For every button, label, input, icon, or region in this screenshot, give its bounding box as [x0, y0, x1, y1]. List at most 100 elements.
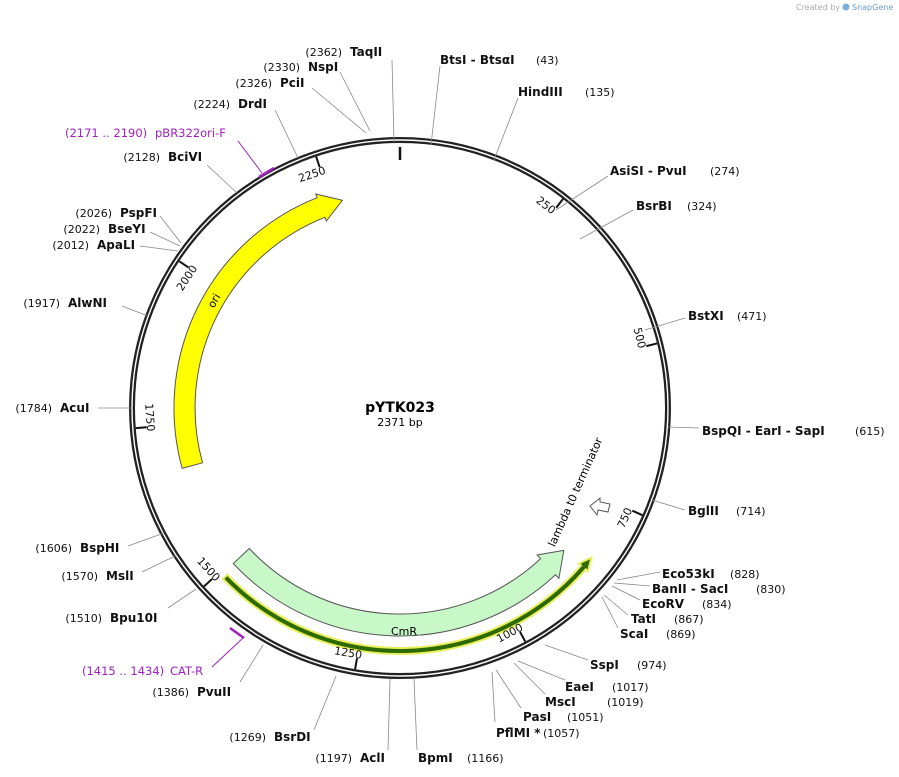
site-position: (274)	[710, 165, 740, 178]
site-leader	[413, 678, 418, 751]
site-leader	[603, 594, 629, 616]
site-name: EaeI	[565, 680, 594, 694]
ruler-label-group: 2250	[297, 164, 328, 185]
site-leader	[149, 231, 181, 247]
site-name: PciI	[280, 76, 305, 90]
primer-name: CAT-R	[170, 664, 203, 678]
site-name: BpmI	[418, 751, 453, 765]
feature-cmr	[232, 547, 565, 637]
site-name: NspI	[308, 60, 338, 74]
ruler-tick	[354, 658, 358, 670]
site-position: (1510)	[65, 612, 102, 625]
feature-label-group: lambda t0 terminator	[546, 435, 606, 549]
ruler-label: 1500	[194, 555, 222, 584]
ruler-label-group: 1250	[333, 644, 363, 662]
site-name: ScaI	[620, 627, 648, 641]
ruler-label: 2250	[297, 164, 328, 185]
ruler-label-group: 250	[533, 194, 558, 217]
site-name: AcuI	[60, 401, 89, 415]
site-position: (830)	[756, 583, 786, 596]
site-position: (834)	[702, 598, 732, 611]
primer-leader	[237, 140, 263, 174]
site-name: BseYI	[108, 222, 146, 236]
feature-terminator	[589, 496, 611, 517]
site-name: SspI	[590, 658, 619, 672]
ruler-tick	[555, 198, 564, 209]
primer-position: (1415 .. 1434)	[82, 664, 164, 678]
site-name: AlwNI	[68, 296, 107, 310]
site-leader	[339, 71, 371, 132]
site-name: TatI	[631, 612, 656, 626]
site-leader	[430, 65, 441, 146]
site-leader	[651, 499, 686, 511]
site-leader	[667, 426, 700, 429]
site-name: MscI	[545, 695, 576, 709]
site-name: BspHI	[80, 541, 119, 555]
site-name: AclI	[360, 751, 385, 765]
ruler-label: 250	[533, 194, 558, 217]
ruler-tick	[519, 631, 527, 643]
site-position: (1019)	[607, 696, 644, 709]
site-leader	[167, 588, 197, 609]
site-position: (2224)	[193, 98, 230, 111]
site-position: (2128)	[123, 151, 160, 164]
ruler-label: 1750	[142, 403, 157, 432]
brand-text: SnapGene	[852, 3, 893, 12]
site-leader	[274, 109, 299, 159]
ruler-tick	[646, 342, 658, 348]
site-position: (1051)	[567, 711, 604, 724]
feature-label-group: ori	[205, 291, 223, 310]
site-leader	[613, 582, 651, 587]
site-position: (1269)	[229, 731, 266, 744]
site-name: BciVI	[168, 150, 202, 164]
site-leader	[493, 97, 519, 161]
site-name: AsiSI - PvuI	[610, 164, 687, 178]
site-leader	[206, 164, 238, 194]
site-leader	[387, 678, 391, 751]
ruler-label: 500	[631, 326, 649, 350]
ruler-tick	[178, 260, 189, 269]
site-name: HindIII	[518, 85, 563, 99]
site-name: PspFI	[120, 206, 157, 220]
site-position: (2026)	[75, 207, 112, 220]
site-position: (615)	[855, 425, 885, 438]
site-position: (2362)	[305, 46, 342, 59]
site-position: (2330)	[263, 61, 300, 74]
feature-label: lambda t0 terminator	[546, 435, 606, 549]
site-position: (1197)	[315, 752, 352, 765]
site-leader	[611, 585, 641, 601]
primer-name: pBR322ori-F	[155, 126, 226, 140]
site-leader	[517, 660, 566, 681]
site-leader	[121, 305, 149, 317]
site-leader	[544, 644, 589, 661]
feature-ori	[173, 193, 344, 470]
site-leader	[616, 571, 661, 581]
site-name: BspQI - EarI - SapI	[702, 424, 825, 438]
site-name: DrdI	[238, 97, 267, 111]
site-position: (2022)	[63, 223, 100, 236]
site-name: BstXI	[688, 309, 724, 323]
site-position: (471)	[737, 310, 767, 323]
site-name: ApaLI	[97, 238, 135, 252]
site-name: PvuII	[197, 685, 231, 699]
site-leader	[579, 209, 634, 240]
feature-cmr-highlight	[221, 555, 594, 655]
site-name: BsrBI	[636, 199, 672, 213]
site-position: (324)	[687, 200, 717, 213]
ruler-label-group: 1750	[142, 403, 157, 432]
site-leader	[311, 87, 367, 134]
ruler-label: 2000	[174, 263, 200, 294]
primer-mark	[229, 626, 245, 640]
site-leader	[139, 245, 179, 252]
site-position: (869)	[666, 628, 696, 641]
site-name: Eco53kI	[662, 567, 715, 581]
ruler-label: 750	[615, 506, 635, 530]
site-name: BsrDI	[274, 730, 311, 744]
credit-text: Created by	[796, 3, 840, 12]
site-leader	[313, 675, 337, 731]
site-leader	[495, 669, 522, 709]
ruler-tick	[315, 156, 321, 168]
site-leader	[644, 317, 686, 331]
ruler-tick	[631, 509, 643, 517]
